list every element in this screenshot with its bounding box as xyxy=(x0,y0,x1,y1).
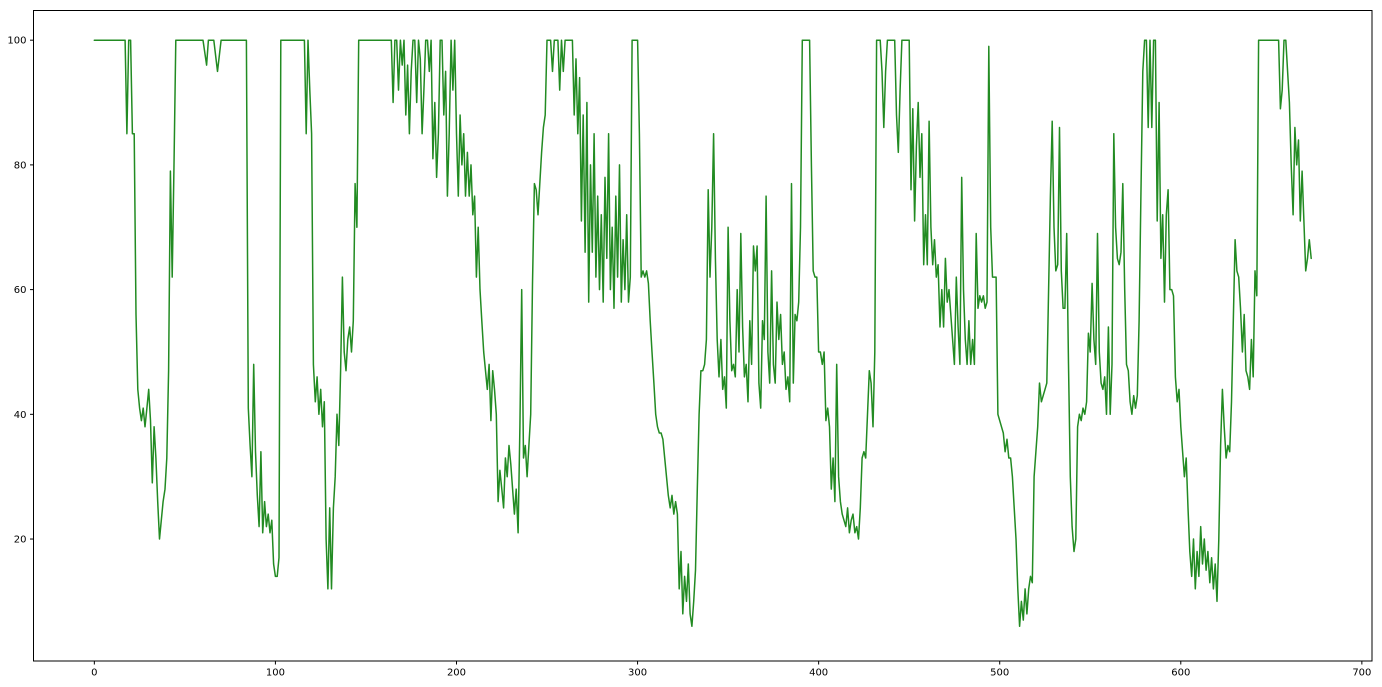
y-tick-label: 60 xyxy=(14,285,27,296)
plot-area xyxy=(33,10,1373,662)
x-tick-label: 600 xyxy=(1171,668,1190,679)
x-tick-label: 100 xyxy=(266,668,285,679)
series-line-green-signal xyxy=(93,39,1312,628)
y-tick-label: 20 xyxy=(14,535,27,546)
x-tick-label: 300 xyxy=(628,668,647,679)
x-tick-label: 400 xyxy=(809,668,828,679)
y-tick-label: 80 xyxy=(14,160,27,171)
x-tick-label: 200 xyxy=(447,668,466,679)
x-tick-label: 500 xyxy=(990,668,1009,679)
x-tick-label: 0 xyxy=(91,668,97,679)
x-tick-label: 700 xyxy=(1352,668,1371,679)
y-tick-label: 100 xyxy=(7,36,26,47)
y-tick-label: 40 xyxy=(14,410,27,421)
